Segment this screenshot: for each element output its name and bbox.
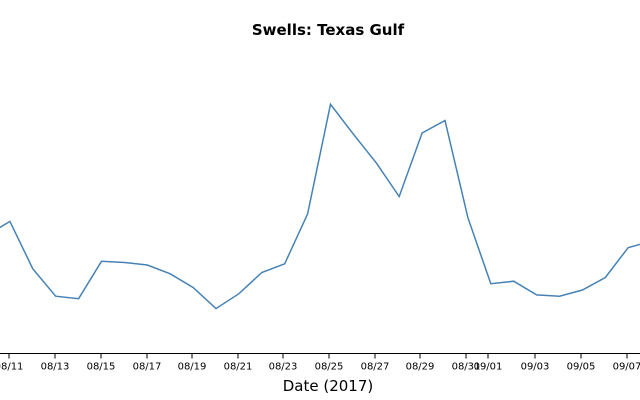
x-tick-label: 09/07 bbox=[613, 362, 640, 373]
x-tick-label: 09/05 bbox=[567, 362, 596, 373]
x-tick-label: 08/15 bbox=[87, 362, 116, 373]
x-tick-label: 08/25 bbox=[315, 362, 344, 373]
series-line bbox=[0, 102, 640, 310]
x-tick-label: 09/03 bbox=[521, 362, 550, 373]
x-axis-label: Date (2017) bbox=[283, 377, 374, 395]
x-tick-label: 08/29 bbox=[406, 362, 435, 373]
x-tick-label: 08/23 bbox=[269, 362, 298, 373]
x-tick-label: 09/01 bbox=[474, 362, 503, 373]
x-tick-label: 08/31 bbox=[452, 362, 481, 373]
x-tick-label: 08/13 bbox=[41, 362, 70, 373]
x-tick-label: 08/27 bbox=[361, 362, 390, 373]
x-tick-label: 08/17 bbox=[133, 362, 162, 373]
x-tick-label: 08/11 bbox=[0, 362, 23, 373]
x-tick-label: 08/19 bbox=[178, 362, 207, 373]
x-axis-ticks: 08/11 08/13 08/15 08/17 08/19 08/21 08/23 08/25… bbox=[0, 353, 640, 373]
x-tick-label: 08/21 bbox=[224, 362, 253, 373]
chart-title: Swells: Texas Gulf bbox=[252, 21, 405, 39]
